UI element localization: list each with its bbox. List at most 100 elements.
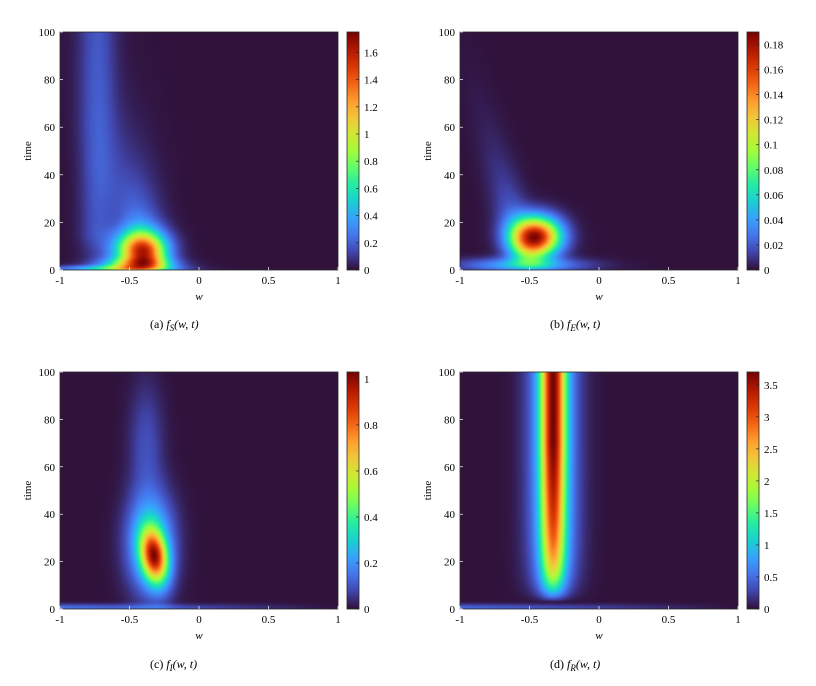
y-tick-label: 100: [39, 27, 56, 39]
x-tick-label: 1: [735, 614, 741, 626]
y-axis-label: time: [22, 481, 34, 501]
x-tick-label: 0.5: [662, 275, 676, 287]
x-tick-label: -1: [455, 614, 464, 626]
colorbar-tick-label: 0.14: [764, 90, 784, 102]
x-tick-label: 0.5: [662, 614, 676, 626]
caption-function: f: [567, 317, 572, 331]
y-tick-label: 20: [444, 557, 456, 569]
y-tick-label: 40: [444, 509, 456, 521]
x-tick-label: 1: [335, 275, 341, 287]
colorbar-tick-label: 0.6: [364, 466, 378, 478]
y-tick-label: 0: [50, 265, 56, 277]
x-tick-label: -0.5: [521, 614, 539, 626]
colorbar-tick-label: 2: [764, 476, 770, 488]
y-tick-label: 100: [439, 367, 456, 379]
colorbar-tick-label: 1: [364, 374, 370, 386]
caption-function: f: [166, 317, 171, 331]
y-tick-label: 80: [44, 414, 56, 426]
caption-b: (b) fE(w, t): [550, 317, 600, 333]
colorbar-c: [347, 372, 359, 609]
colorbar-tick-label: 3: [764, 412, 770, 424]
caption-d: (d) fR(w, t): [550, 657, 600, 673]
y-axis-label: time: [422, 141, 434, 161]
x-tick-label: 0.5: [262, 275, 276, 287]
caption-subscript: R: [569, 663, 576, 673]
x-tick-label: 1: [335, 614, 341, 626]
colorbar-tick-label: 0.2: [364, 558, 378, 570]
colorbar-d: [747, 372, 759, 609]
caption-subscript: I: [169, 663, 174, 673]
colorbar-tick-label: 0.4: [364, 512, 378, 524]
colorbar-tick-label: 0.12: [764, 115, 783, 127]
y-axis-label: time: [22, 141, 34, 161]
y-tick-label: 20: [444, 217, 456, 229]
y-tick-label: 80: [444, 75, 456, 87]
caption-letter: (a): [150, 317, 166, 331]
x-axis-label: w: [195, 291, 203, 303]
x-axis-label: w: [195, 630, 203, 642]
x-tick-label: -0.5: [521, 275, 539, 287]
colorbar-tick-label: 0.08: [764, 165, 784, 177]
x-axis-label: w: [595, 630, 603, 642]
y-tick-label: 60: [44, 122, 56, 134]
x-tick-label: 1: [735, 275, 741, 287]
x-tick-label: 0.5: [262, 614, 276, 626]
y-tick-label: 80: [44, 75, 56, 87]
x-tick-label: -1: [455, 275, 464, 287]
y-tick-label: 60: [444, 122, 456, 134]
x-tick-label: 0: [196, 614, 202, 626]
x-tick-label: -0.5: [121, 614, 139, 626]
colorbar-tick-label: 0.16: [764, 65, 784, 77]
heatmap-a: [60, 32, 338, 270]
caption-subscript: E: [569, 323, 576, 333]
caption-arguments: (w, t): [576, 317, 600, 331]
y-tick-label: 40: [44, 509, 56, 521]
x-tick-label: 0: [196, 275, 202, 287]
colorbar-tick-label: 0.6: [364, 183, 378, 195]
caption-arguments: (w, t): [173, 657, 197, 671]
y-tick-label: 100: [439, 27, 456, 39]
y-tick-label: 80: [444, 414, 456, 426]
y-tick-label: 60: [44, 462, 56, 474]
colorbar-frame: [746, 31, 760, 271]
x-tick-label: -0.5: [121, 275, 139, 287]
colorbar-tick-label: 0.8: [364, 156, 378, 168]
colorbar-tick-label: 0.8: [364, 420, 378, 432]
caption-arguments: (w, t): [576, 657, 600, 671]
colorbar-tick-label: 0.18: [764, 40, 784, 52]
colorbar-frame: [346, 31, 360, 271]
caption-a: (a) fS(w, t): [150, 317, 199, 333]
heatmap-c: [60, 372, 338, 609]
colorbar-tick-label: 3.5: [764, 380, 778, 392]
y-tick-label: 40: [44, 170, 56, 182]
x-tick-label: -1: [55, 275, 64, 287]
colorbar-tick-label: 0: [364, 265, 370, 277]
colorbar-tick-label: 1: [764, 540, 770, 552]
colorbar-tick-label: 1.5: [764, 508, 778, 520]
colorbar-tick-label: 0.1: [764, 140, 778, 152]
colorbar-tick-label: 0.4: [364, 211, 378, 223]
caption-subscript: S: [170, 323, 175, 333]
y-tick-label: 40: [444, 170, 456, 182]
colorbar-tick-label: 0.5: [764, 572, 778, 584]
colorbar-tick-label: 1.2: [364, 102, 378, 114]
caption-letter: (c): [150, 657, 166, 671]
y-tick-label: 0: [450, 265, 456, 277]
colorbar-frame: [746, 371, 760, 610]
panel-c: -1 -0.5 0 0.5 1 0 20 40 60 80 100 w time 0 0.2 0.4 0.6 0.…: [22, 367, 378, 673]
y-tick-label: 0: [450, 604, 456, 616]
panel-a: -1 -0.5 0 0.5 1 0 20 40 60 80 100 w time 0 0.2 0.4 0.6 0.…: [22, 27, 378, 333]
y-tick-label: 20: [44, 557, 56, 569]
panel-d: -1 -0.5 0 0.5 1 0 20 40 60 80 100 w time 0 0.5 1 1.5 2 2.5…: [422, 367, 778, 673]
caption-c: (c) fI(w, t): [150, 657, 197, 673]
y-tick-label: 20: [44, 217, 56, 229]
colorbar-tick-label: 2.5: [764, 444, 778, 456]
heatmap-b: [460, 32, 738, 270]
y-tick-label: 60: [444, 462, 456, 474]
colorbar-tick-label: 0.04: [764, 215, 784, 227]
colorbar-frame: [346, 371, 360, 610]
colorbar-tick-label: 0: [764, 265, 770, 277]
colorbar-tick-label: 0: [364, 604, 370, 616]
x-axis-label: w: [595, 291, 603, 303]
